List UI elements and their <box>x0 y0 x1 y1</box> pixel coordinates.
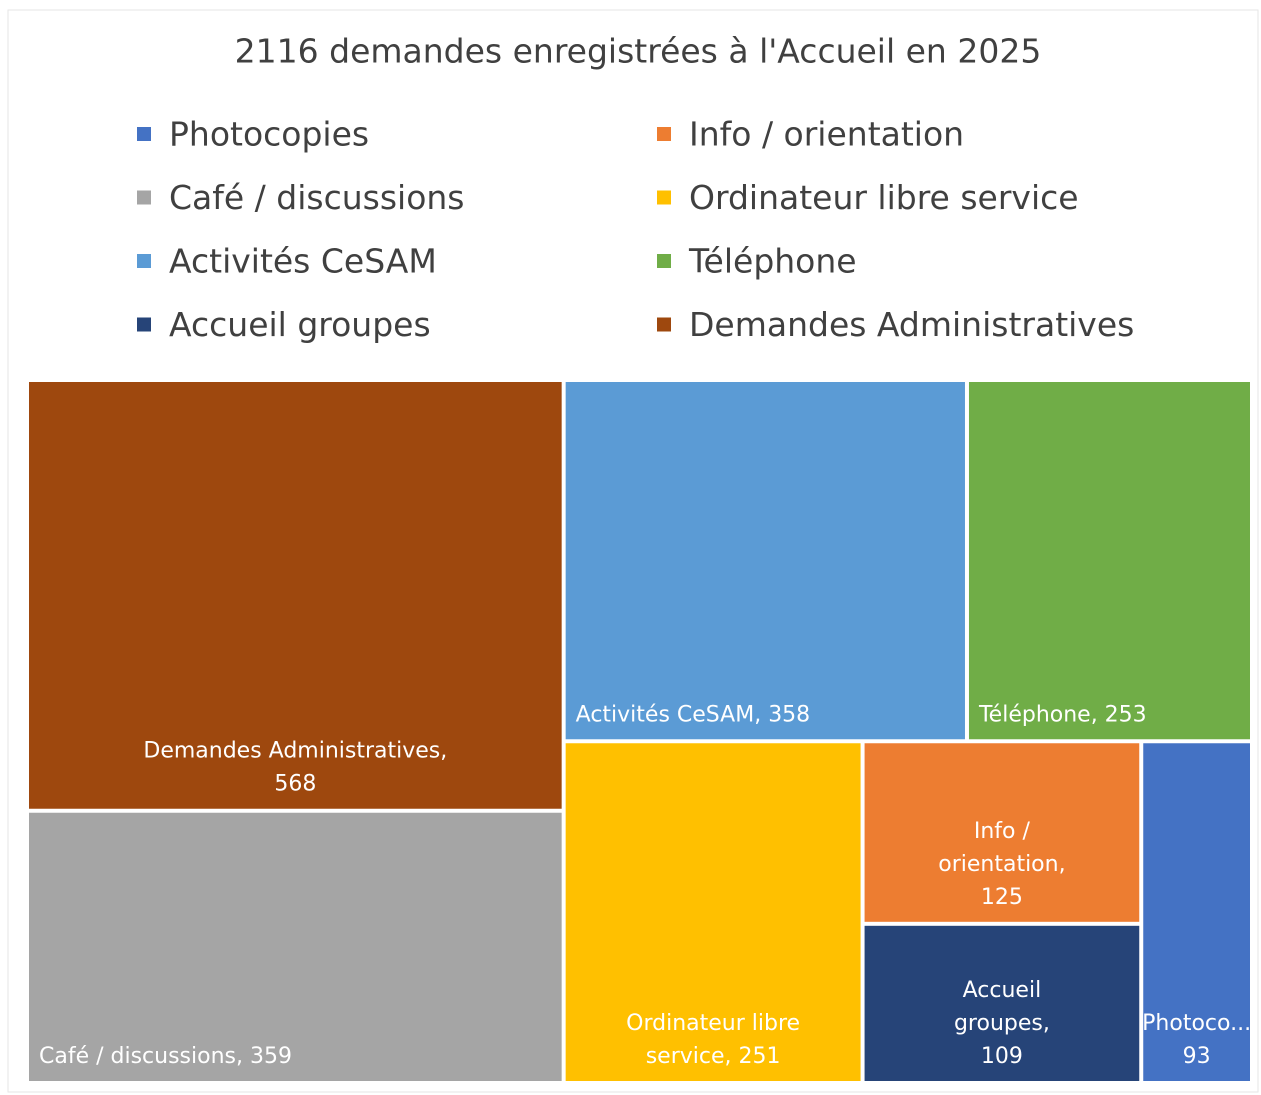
data-label: Info / orientation, 125 <box>938 819 1065 910</box>
data-label: Demandes Administratives, 568 <box>143 739 447 797</box>
data-label-line: 125 <box>981 885 1023 910</box>
data-label-line: 93 <box>1183 1044 1211 1069</box>
treemap-tile <box>29 812 562 1081</box>
legend-label: Accueil groupes <box>169 305 431 344</box>
legend-label: Téléphone <box>688 242 857 281</box>
treemap-tile <box>864 743 1140 922</box>
data-label-line: 109 <box>981 1044 1023 1069</box>
data-label-line: Demandes Administratives, <box>143 739 447 764</box>
data-label-line: groupes, <box>954 1011 1050 1036</box>
legend-label: Photocopies <box>169 115 369 154</box>
data-label-line: Activités CeSAM, 358 <box>576 702 811 727</box>
legend-label: Info / orientation <box>689 115 964 154</box>
data-label-line: Téléphone, 253 <box>978 702 1147 727</box>
chart-title: 2116 demandes enregistrées à l'Accueil e… <box>235 32 1042 71</box>
treemap-tile <box>968 382 1250 740</box>
legend-swatch <box>137 127 151 141</box>
treemap-tile <box>864 925 1140 1081</box>
data-label: Téléphone, 253 <box>978 702 1147 727</box>
data-label: Café / discussions, 359 <box>39 1044 292 1069</box>
legend-label: Activités CeSAM <box>169 242 437 281</box>
data-label-line: Café / discussions, 359 <box>39 1044 292 1069</box>
treemap-tile <box>565 382 965 740</box>
treemap-tile <box>565 743 861 1081</box>
treemap-tile <box>1143 743 1250 1081</box>
data-label-line: service, 251 <box>646 1044 781 1069</box>
data-label-line: Photoco... <box>1142 1011 1251 1036</box>
legend-swatch <box>657 190 671 205</box>
data-label-line: Accueil <box>963 978 1042 1003</box>
legend-swatch <box>137 317 151 332</box>
data-label: Ordinateur libre service, 251 <box>626 1011 800 1069</box>
legend-swatch <box>137 254 151 268</box>
data-label-line: Info / <box>974 819 1031 844</box>
legend-swatch <box>137 190 151 205</box>
legend-label: Demandes Administratives <box>689 305 1134 344</box>
legend-swatch <box>657 317 671 332</box>
data-label: Accueil groupes, 109 <box>954 978 1050 1069</box>
data-label: Activités CeSAM, 358 <box>576 702 811 727</box>
legend-swatch <box>657 127 671 141</box>
data-label: Photoco... 93 <box>1142 1011 1251 1069</box>
legend-label: Ordinateur libre service <box>689 178 1079 217</box>
data-label-line: Ordinateur libre <box>626 1011 800 1036</box>
data-label-line: orientation, <box>938 852 1065 877</box>
legend-swatch <box>657 254 671 268</box>
treemap-tile <box>29 382 562 809</box>
legend-label: Café / discussions <box>169 178 465 217</box>
data-label-line: 568 <box>274 772 316 797</box>
